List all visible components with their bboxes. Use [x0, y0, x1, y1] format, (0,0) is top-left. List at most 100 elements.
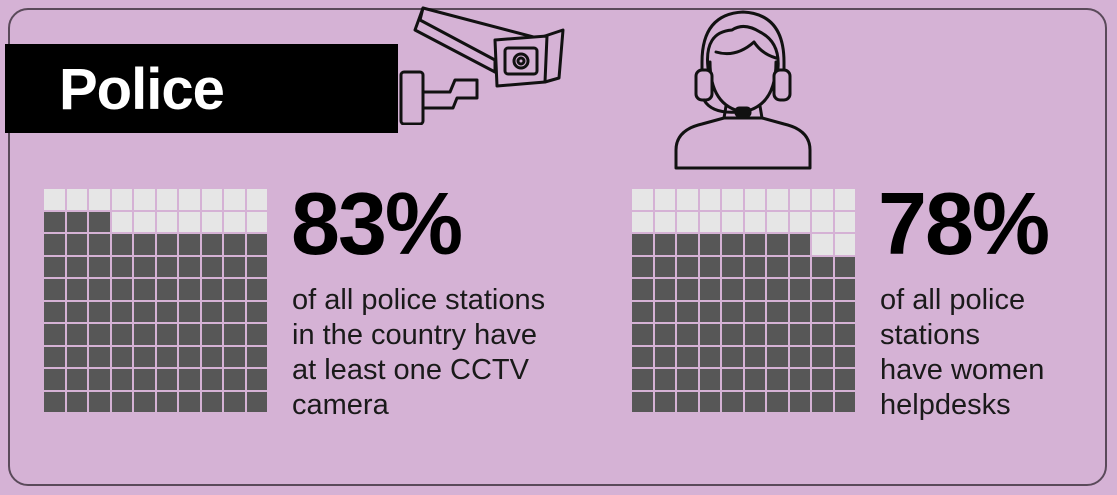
waffle-cell-filled	[654, 279, 675, 300]
caption-cctv: of all police stations in the country ha…	[292, 283, 545, 423]
waffle-cell-filled	[134, 234, 155, 255]
waffle-cell-filled	[834, 324, 855, 345]
waffle-cell-filled	[632, 234, 653, 255]
waffle-cell-empty	[722, 189, 743, 210]
waffle-cell-filled	[224, 369, 245, 390]
waffle-cell-filled	[179, 391, 200, 412]
waffle-cell-filled	[246, 324, 267, 345]
waffle-cell-empty	[201, 211, 222, 232]
waffle-cell-empty	[632, 189, 653, 210]
waffle-cell-empty	[677, 211, 698, 232]
waffle-cell-filled	[179, 301, 200, 322]
waffle-cell-filled	[789, 234, 810, 255]
waffle-cell-filled	[767, 234, 788, 255]
caption-line: camera	[292, 389, 389, 421]
waffle-cell-filled	[767, 369, 788, 390]
caption-line: of all police stations	[292, 284, 546, 316]
waffle-cell-filled	[834, 346, 855, 367]
waffle-cell-filled	[89, 369, 110, 390]
waffle-cell-empty	[834, 189, 855, 210]
waffle-cell-filled	[834, 256, 855, 277]
waffle-cell-filled	[632, 391, 653, 412]
waffle-cell-filled	[632, 369, 653, 390]
waffle-cell-filled	[66, 256, 87, 277]
waffle-cell-filled	[246, 391, 267, 412]
waffle-cell-filled	[134, 279, 155, 300]
waffle-cell-filled	[699, 391, 720, 412]
waffle-cell-filled	[66, 391, 87, 412]
waffle-cell-filled	[111, 256, 132, 277]
waffle-cell-filled	[767, 324, 788, 345]
waffle-cell-filled	[744, 369, 765, 390]
waffle-cell-filled	[89, 324, 110, 345]
waffle-cell-filled	[66, 346, 87, 367]
waffle-cell-filled	[767, 256, 788, 277]
waffle-cell-empty	[789, 211, 810, 232]
waffle-cell-filled	[767, 301, 788, 322]
waffle-cell-filled	[632, 324, 653, 345]
waffle-cell-filled	[134, 369, 155, 390]
waffle-cell-filled	[44, 279, 65, 300]
waffle-cell-empty	[812, 211, 833, 232]
waffle-cell-filled	[179, 279, 200, 300]
waffle-cell-filled	[246, 301, 267, 322]
waffle-cell-filled	[156, 256, 177, 277]
waffle-cell-filled	[677, 346, 698, 367]
waffle-cell-filled	[812, 279, 833, 300]
waffle-cell-filled	[722, 256, 743, 277]
waffle-cell-filled	[246, 369, 267, 390]
waffle-cell-filled	[179, 346, 200, 367]
waffle-cell-filled	[789, 391, 810, 412]
waffle-cell-filled	[224, 279, 245, 300]
waffle-cell-filled	[156, 301, 177, 322]
waffle-cell-filled	[722, 279, 743, 300]
waffle-cell-filled	[134, 346, 155, 367]
waffle-cell-filled	[224, 324, 245, 345]
waffle-cell-filled	[111, 324, 132, 345]
waffle-cell-filled	[246, 256, 267, 277]
waffle-cell-filled	[89, 234, 110, 255]
waffle-cell-filled	[44, 301, 65, 322]
waffle-cell-filled	[744, 346, 765, 367]
waffle-cell-filled	[66, 211, 87, 232]
waffle-cell-filled	[699, 279, 720, 300]
caption-line: have women	[880, 354, 1045, 386]
waffle-cell-empty	[654, 211, 675, 232]
waffle-cell-filled	[89, 391, 110, 412]
waffle-cell-filled	[699, 369, 720, 390]
waffle-cell-empty	[246, 189, 267, 210]
caption-line: at least one CCTV	[292, 354, 529, 386]
waffle-cell-empty	[654, 189, 675, 210]
waffle-cell-empty	[699, 189, 720, 210]
waffle-cell-filled	[44, 324, 65, 345]
waffle-cell-empty	[812, 234, 833, 255]
waffle-cell-filled	[654, 346, 675, 367]
waffle-cell-empty	[89, 189, 110, 210]
waffle-cell-filled	[744, 279, 765, 300]
title-banner: Police	[5, 44, 398, 133]
waffle-cell-filled	[156, 369, 177, 390]
waffle-cell-filled	[632, 301, 653, 322]
waffle-cell-filled	[767, 391, 788, 412]
waffle-cell-filled	[789, 369, 810, 390]
waffle-cell-filled	[111, 346, 132, 367]
waffle-cell-filled	[812, 346, 833, 367]
waffle-cell-filled	[812, 301, 833, 322]
headset-operator-icon	[674, 10, 812, 170]
waffle-cell-filled	[201, 324, 222, 345]
waffle-cell-filled	[44, 234, 65, 255]
waffle-cell-filled	[789, 324, 810, 345]
waffle-cell-filled	[632, 256, 653, 277]
waffle-cell-empty	[224, 189, 245, 210]
waffle-cell-filled	[66, 301, 87, 322]
percent-label-cctv: 83%	[291, 174, 463, 273]
waffle-cell-filled	[812, 369, 833, 390]
waffle-cell-filled	[632, 279, 653, 300]
waffle-cell-filled	[699, 256, 720, 277]
waffle-cell-empty	[767, 211, 788, 232]
waffle-cell-filled	[134, 256, 155, 277]
waffle-cell-filled	[156, 324, 177, 345]
waffle-cell-filled	[654, 391, 675, 412]
caption-helpdesk: of all police stations have women helpde…	[880, 283, 1044, 423]
waffle-cell-filled	[632, 346, 653, 367]
